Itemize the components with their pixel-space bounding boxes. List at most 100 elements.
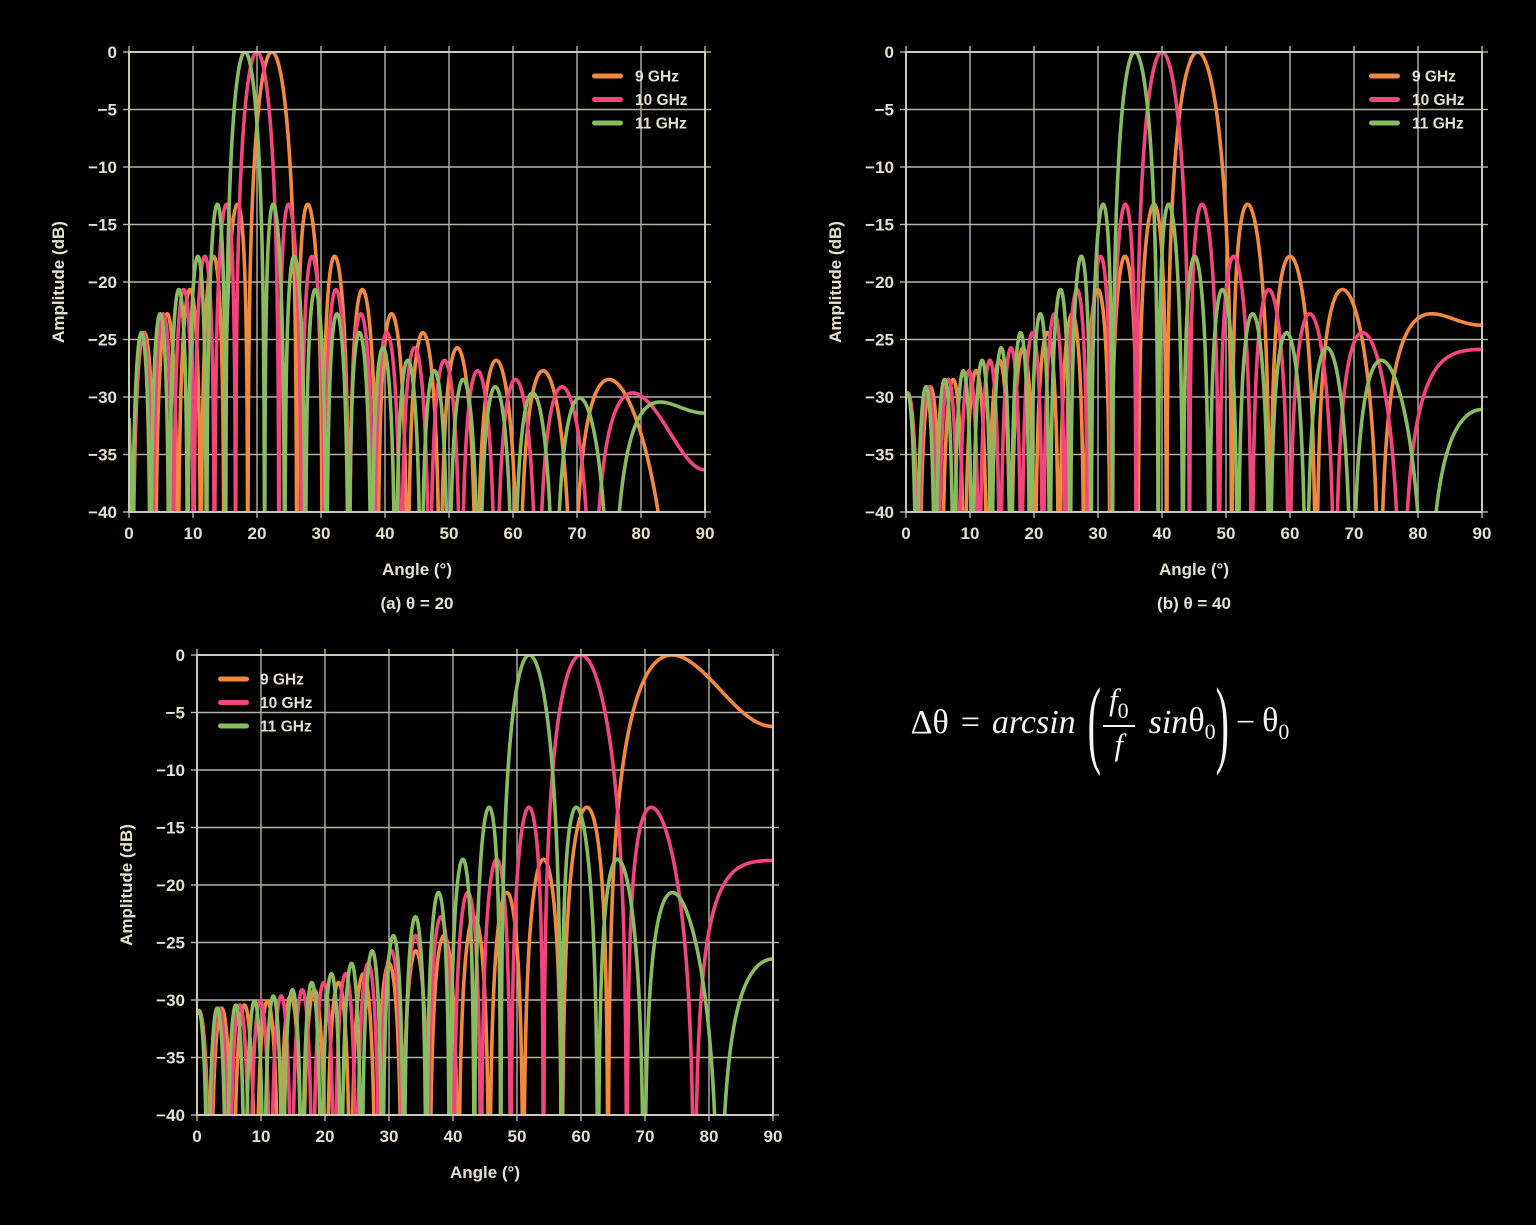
x-tick-label: 50 [1217, 524, 1236, 543]
y-tick-label: −5 [166, 704, 185, 723]
legend-swatch-11-ghz [592, 120, 623, 126]
legend-label: 11 GHz [635, 116, 687, 133]
curve-11-ghz [129, 52, 705, 512]
y-tick-label: −20 [865, 273, 894, 292]
legend-swatch-11-ghz [218, 723, 249, 729]
legend-swatch-11-ghz [1369, 120, 1400, 126]
y-axis-label: Amplitude (dB) [49, 221, 68, 343]
x-tick-label: 0 [901, 524, 910, 543]
x-tick-label: 20 [316, 1127, 335, 1146]
formula-fraction: f0 f [1103, 682, 1135, 763]
x-tick-label: 40 [376, 524, 395, 543]
plot-svg-c: 0 10 20 30 40 50 60 70 80 90 0 −5 −10 −15 −20 −25 −30 −35… [117, 646, 783, 1182]
plot-border [905, 51, 1483, 513]
x-tick-label: 90 [696, 524, 715, 543]
legend: 9 GHz 10 GHz 11 GHz [1369, 69, 1465, 133]
legend-label: 11 GHz [260, 719, 312, 736]
x-tick-label: 30 [380, 1127, 399, 1146]
x-tick-label: 50 [508, 1127, 527, 1146]
x-tick-label: 20 [1025, 524, 1044, 543]
x-axis-label: Angle (°) [450, 1163, 520, 1182]
legend-label: 10 GHz [260, 695, 313, 712]
y-axis-label: Amplitude (dB) [117, 824, 136, 946]
y-axis-label: Amplitude (dB) [826, 221, 845, 343]
x-tick-label: 20 [248, 524, 267, 543]
y-tick-label: −15 [865, 216, 894, 235]
chart-a-theta-20: 0 10 20 30 40 50 60 70 80 90 0 −5 −10 −15 −20 −25 −30 −35… [19, 12, 739, 622]
x-tick-label: 30 [1089, 524, 1108, 543]
x-tick-label: 60 [504, 524, 523, 543]
y-tick-label: −5 [98, 101, 117, 120]
legend-label: 9 GHz [635, 69, 679, 86]
plot-border [128, 51, 706, 513]
y-tick-label: −40 [156, 1106, 185, 1125]
x-tick-label: 70 [636, 1127, 655, 1146]
x-tick-label: 80 [1409, 524, 1428, 543]
beam-squint-formula: Δ θ = arcsin ( f0 f sin θ0 ) − θ0 [850, 658, 1350, 788]
legend-swatch-9-ghz [1369, 73, 1400, 79]
y-tick-label: −40 [88, 503, 117, 522]
x-tick-label: 40 [1153, 524, 1172, 543]
curves [906, 52, 1482, 512]
formula-right-paren: ) [1215, 666, 1229, 777]
y-tick-label: 0 [885, 43, 894, 62]
legend-label: 11 GHz [1412, 116, 1464, 133]
legend-swatch-10-ghz [1369, 97, 1400, 102]
x-tick-label: 10 [961, 524, 980, 543]
legend-label: 10 GHz [635, 92, 688, 109]
tick-labels: 0 10 20 30 40 50 60 70 80 90 0 −5 −10 −15 −20 −25 −30 −35… [865, 43, 1491, 543]
y-tick-label: −15 [156, 819, 185, 838]
legend: 9 GHz 10 GHz 11 GHz [218, 672, 313, 736]
curve-10-ghz [129, 52, 705, 512]
formula-minus: − [1235, 704, 1256, 741]
formula-equals: = [960, 704, 980, 741]
y-tick-label: −10 [865, 158, 894, 177]
y-tick-label: −15 [88, 216, 117, 235]
x-tick-label: 40 [444, 1127, 463, 1146]
y-tick-label: −35 [88, 446, 117, 465]
legend-swatch-9-ghz [592, 73, 623, 79]
chart-b-theta-40: 0 10 20 30 40 50 60 70 80 90 0 −5 −10 −15 −20 −25 −30 −35… [796, 12, 1516, 622]
y-tick-label: −30 [156, 991, 185, 1010]
y-tick-label: −35 [865, 446, 894, 465]
x-tick-label: 30 [312, 524, 331, 543]
formula-theta: θ [932, 704, 949, 741]
legend-swatch-10-ghz [218, 700, 249, 705]
y-tick-label: −35 [156, 1049, 185, 1068]
x-tick-label: 60 [572, 1127, 591, 1146]
curves [129, 52, 705, 512]
x-tick-label: 0 [124, 524, 133, 543]
formula-left-paren: ( [1087, 666, 1101, 777]
y-tick-label: −25 [156, 934, 185, 953]
legend-label: 9 GHz [1412, 69, 1456, 86]
y-tick-label: −5 [875, 101, 894, 120]
legend-swatch-10-ghz [592, 97, 623, 102]
y-tick-label: −30 [865, 388, 894, 407]
formula-sin-theta: θ0 [1188, 701, 1216, 744]
x-tick-label: 90 [1473, 524, 1492, 543]
x-tick-label: 80 [700, 1127, 719, 1146]
subplot-caption: (b) θ = 40 [1157, 594, 1231, 613]
y-tick-label: −25 [865, 331, 894, 350]
y-tick-label: −20 [156, 876, 185, 895]
curve-9-ghz [906, 52, 1482, 512]
legend-label: 9 GHz [260, 672, 304, 689]
y-tick-label: −30 [88, 388, 117, 407]
chart-c-theta-60: 0 10 20 30 40 50 60 70 80 90 0 −5 −10 −15 −20 −25 −30 −35… [87, 615, 807, 1225]
legend-label: 10 GHz [1412, 92, 1465, 109]
x-tick-label: 50 [440, 524, 459, 543]
plot-svg-a: 0 10 20 30 40 50 60 70 80 90 0 −5 −10 −15 −20 −25 −30 −35… [49, 43, 715, 613]
y-tick-label: −25 [88, 331, 117, 350]
y-tick-label: −10 [156, 761, 185, 780]
x-tick-label: 10 [184, 524, 203, 543]
y-tick-label: 0 [108, 43, 117, 62]
curve-11-ghz [906, 52, 1482, 512]
x-axis-label: Angle (°) [1159, 560, 1229, 579]
x-tick-label: 70 [1345, 524, 1364, 543]
formula-theta0: θ0 [1262, 701, 1290, 744]
fraction-bar [1103, 725, 1135, 728]
x-tick-label: 90 [764, 1127, 783, 1146]
x-tick-label: 80 [632, 524, 651, 543]
x-tick-label: 70 [568, 524, 587, 543]
y-tick-label: 0 [176, 646, 185, 665]
